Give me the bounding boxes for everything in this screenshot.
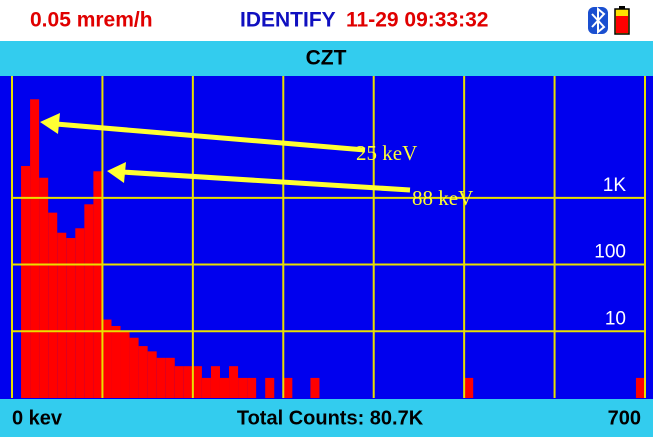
annotation: 88 keV bbox=[412, 186, 473, 210]
title-bar bbox=[0, 41, 653, 76]
bar bbox=[165, 357, 175, 398]
timestamp: 11-29 09:33:32 bbox=[346, 9, 488, 32]
arrow-head bbox=[107, 162, 126, 183]
bar bbox=[201, 377, 211, 398]
bar bbox=[192, 366, 202, 398]
battery-icon bbox=[614, 6, 630, 35]
bar bbox=[30, 99, 40, 398]
footer-bar bbox=[0, 399, 653, 437]
x-end-label: 700 bbox=[608, 407, 641, 429]
annotation: 25 keV bbox=[356, 141, 417, 165]
bar bbox=[102, 319, 112, 398]
bar bbox=[464, 377, 474, 398]
bar bbox=[21, 166, 31, 398]
bar bbox=[93, 171, 103, 398]
bar bbox=[174, 366, 184, 398]
bar bbox=[120, 331, 130, 398]
bar bbox=[66, 238, 76, 398]
bar bbox=[156, 357, 166, 398]
bar bbox=[283, 377, 293, 398]
y-tick-label: 100 bbox=[594, 242, 626, 263]
mode: IDENTIFY bbox=[240, 9, 336, 32]
bar bbox=[39, 177, 49, 398]
annotation-arrow bbox=[121, 169, 411, 193]
bar bbox=[84, 204, 94, 398]
bar bbox=[129, 337, 139, 398]
bar bbox=[210, 366, 220, 398]
bar bbox=[147, 351, 157, 398]
bar bbox=[238, 377, 248, 398]
bar bbox=[111, 325, 121, 398]
x-start-label: 0 kev bbox=[12, 407, 63, 429]
bar bbox=[183, 366, 193, 398]
bar bbox=[138, 346, 148, 398]
status-bar bbox=[0, 0, 653, 41]
y-tick-label: 10 bbox=[605, 308, 626, 329]
dose-rate: 0.05 mrem/h bbox=[30, 9, 153, 32]
bar bbox=[635, 377, 645, 398]
bar bbox=[247, 377, 257, 398]
bar bbox=[57, 232, 67, 398]
bar bbox=[48, 212, 58, 398]
bar bbox=[75, 228, 85, 398]
bar bbox=[219, 377, 230, 398]
total-counts: Total Counts: 80.7K bbox=[237, 407, 424, 429]
bar bbox=[229, 366, 239, 398]
annotation-arrow bbox=[55, 121, 366, 153]
bar bbox=[265, 377, 275, 398]
y-tick-label: 1K bbox=[603, 175, 627, 196]
bluetooth-icon bbox=[588, 6, 608, 35]
arrow-head bbox=[40, 113, 60, 134]
detector-title: CZT bbox=[306, 47, 347, 70]
bar bbox=[310, 377, 320, 398]
